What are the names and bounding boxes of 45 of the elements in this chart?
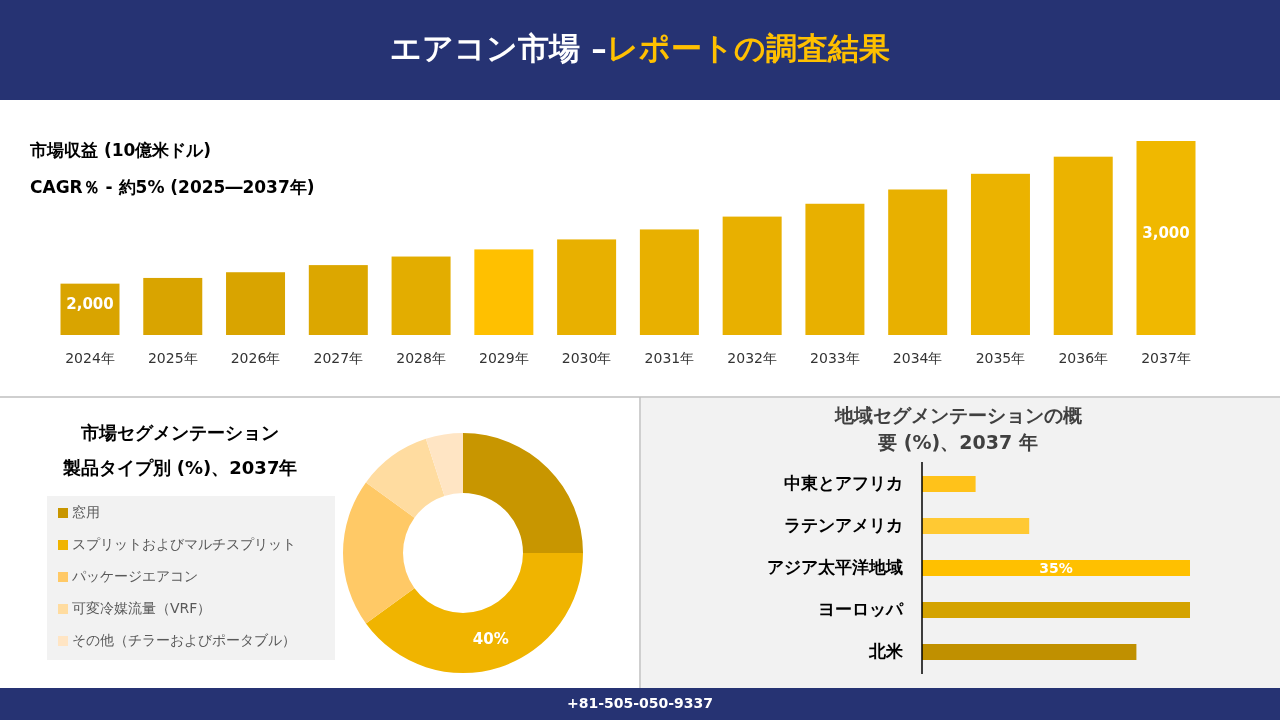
- text: 製品タイプ別 (%)、2037年: [61, 457, 298, 478]
- x-tick-label: 2026年: [230, 350, 281, 366]
- text: CAGR％ - 約5% (2025―2037年): [30, 177, 315, 197]
- x-tick-label: 2035年: [975, 350, 1026, 366]
- legend-label: 窓用: [72, 504, 100, 520]
- bar: [922, 602, 1190, 618]
- data-label: 35%: [1039, 560, 1073, 576]
- x-tick-label: 2030年: [561, 350, 612, 366]
- legend-label: その他（チラーおよびポータブル）: [72, 632, 296, 648]
- donut-slice: [463, 433, 583, 553]
- legend-label: パッケージエアコン: [71, 568, 198, 584]
- legend-label: 可変冷媒流量（VRF）: [72, 600, 212, 616]
- bar: [922, 518, 1030, 534]
- x-tick-label: 2032年: [727, 350, 777, 366]
- x-tick-label: 2025年: [147, 350, 198, 366]
- x-tick-label: 2027年: [313, 350, 364, 366]
- x-tick-label: 2031年: [644, 350, 695, 366]
- chart-title: 市場収益 (10億米ドル): [29, 140, 212, 160]
- chart-title: 地域セグメンテーションの概要 (%)、2037 年: [833, 403, 1083, 453]
- chart-title: 市場セグメンテーション: [80, 422, 279, 443]
- data-label: 40%: [472, 629, 509, 648]
- y-tick-label: 中東とアフリカ: [784, 473, 903, 493]
- donut-slice: [343, 482, 415, 624]
- bar: [922, 644, 1137, 660]
- legend-label: スプリットおよびマルチスプリット: [72, 536, 296, 552]
- y-tick-label: ラテンアメリカ: [784, 515, 903, 535]
- y-tick-label: 北米: [868, 641, 904, 661]
- x-tick-label: 2028年: [396, 350, 446, 366]
- x-tick-label: 2037年: [1141, 350, 1191, 366]
- data-label: 3,000: [1142, 223, 1190, 242]
- text: エアコン市場 –レポートの調査結果: [390, 29, 890, 66]
- donut-slice: [425, 433, 463, 496]
- data-label: 2,000: [66, 294, 114, 313]
- x-tick-label: 2034年: [892, 350, 943, 366]
- bar: [922, 476, 976, 492]
- y-tick-label: ヨーロッパ: [818, 599, 904, 619]
- donut-slice: [365, 553, 583, 673]
- donut-slice: [365, 438, 445, 518]
- x-tick-label: 2024年: [65, 350, 115, 366]
- bar: [922, 560, 1190, 576]
- y-tick-label: アジア太平洋地域: [767, 557, 903, 577]
- x-tick-label: 2036年: [1058, 350, 1109, 366]
- x-tick-label: 2033年: [810, 350, 860, 366]
- text: +81-505-050-9337: [566, 695, 714, 711]
- x-tick-label: 2029年: [479, 350, 529, 366]
